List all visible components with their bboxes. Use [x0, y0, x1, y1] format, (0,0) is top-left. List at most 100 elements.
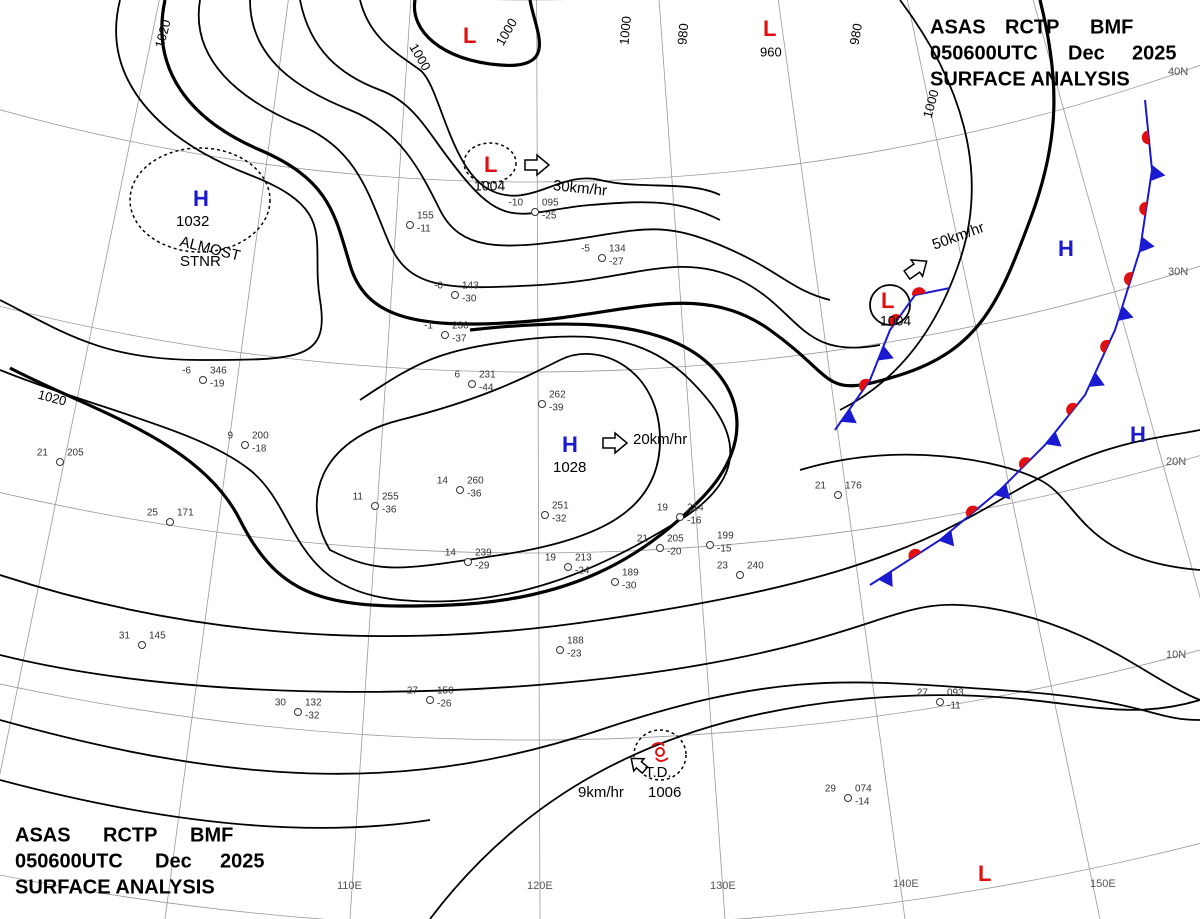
- station-marker: [541, 511, 549, 519]
- longitude-line: [1032, 0, 1200, 599]
- station-pressure: 189: [622, 568, 639, 579]
- warm-symbol: [1123, 272, 1134, 286]
- cold-symbol: [878, 570, 893, 588]
- station-dew: -44: [479, 383, 494, 394]
- station-dew: -15: [717, 544, 732, 555]
- station-temp: -5: [581, 244, 590, 255]
- warm-symbol: [858, 378, 870, 392]
- station-dew: -30: [622, 581, 637, 592]
- issuer: BMF: [190, 824, 233, 846]
- system-type: L: [763, 16, 776, 41]
- cold-symbol: [877, 345, 894, 361]
- station-dew: -19: [210, 379, 225, 390]
- station-pressure: 200: [252, 431, 269, 442]
- lon-label: 120E: [527, 880, 553, 892]
- isobar-label: 1020: [152, 18, 174, 50]
- system-pressure: 1004: [474, 178, 505, 194]
- isobar: [412, 0, 541, 67]
- motion-arrow: [903, 259, 928, 281]
- station-marker: [736, 571, 744, 579]
- station-dew: -39: [549, 403, 564, 414]
- system-type: L: [881, 288, 894, 313]
- station-marker: [936, 698, 944, 706]
- cold-symbol: [939, 530, 955, 547]
- agency: ASAS: [930, 16, 986, 38]
- cold-symbol: [1088, 372, 1105, 387]
- isobar: [799, 453, 1200, 571]
- station-marker: [556, 646, 564, 654]
- station-dew: -23: [567, 649, 582, 660]
- system-pressure: 1028: [553, 459, 586, 476]
- system-type: H: [193, 186, 209, 211]
- system-note: STNR: [180, 253, 221, 270]
- cold-symbol: [1117, 305, 1134, 322]
- time: 050600UTC: [930, 42, 1038, 64]
- station-pressure: 150: [437, 686, 454, 697]
- station-dew: -30: [462, 294, 477, 305]
- station-pressure: 074: [855, 784, 872, 795]
- system-motion: 20km/hr: [633, 431, 687, 448]
- station-pressure: 213: [575, 553, 592, 564]
- isobar-label: 1000: [406, 41, 433, 74]
- warm-symbol: [912, 287, 926, 296]
- system-type: L: [463, 23, 476, 48]
- isobar: [160, 0, 1056, 388]
- td-symbol: [651, 742, 669, 762]
- cold-symbol: [1139, 236, 1155, 253]
- isobar: [429, 694, 1200, 919]
- system-type: L: [484, 152, 497, 177]
- isobar: [359, 0, 721, 197]
- lon-label: 140E: [893, 878, 919, 890]
- station-marker: [611, 578, 619, 586]
- system-type: L: [978, 861, 991, 886]
- isobar: [0, 603, 1200, 701]
- motion-arrow: [630, 757, 649, 775]
- motion-arrows: [524, 153, 928, 775]
- station-dew: -24: [575, 566, 590, 577]
- cold-symbol: [994, 483, 1011, 500]
- isobar-label: 980: [674, 23, 691, 46]
- station-temp: -0: [434, 281, 443, 292]
- station-dew: -32: [305, 711, 320, 722]
- isobar: [0, 0, 323, 361]
- warm-symbol: [1066, 402, 1078, 416]
- station-marker: [844, 794, 852, 802]
- station-temp: 19: [657, 503, 669, 514]
- month: Dec: [155, 850, 192, 872]
- isobar-label: 1000: [616, 15, 633, 45]
- station-pressure: 240: [747, 561, 764, 572]
- motion-arrow: [602, 431, 629, 455]
- station-temp: -6: [182, 366, 191, 377]
- station-pressure: 143: [462, 281, 479, 292]
- station-pressure: 199: [717, 531, 734, 542]
- station-pressure: 346: [210, 366, 227, 377]
- lon-label: 110E: [337, 880, 362, 892]
- station-pressure: 231: [479, 370, 496, 381]
- isobar: [315, 353, 661, 569]
- system-type: H: [1058, 236, 1074, 261]
- header-bottom: ASAS RCTP BMF 050600UTC Dec 2025 SURFACE…: [15, 824, 265, 898]
- station-pressure: 145: [149, 631, 166, 642]
- longitude-line: [658, 0, 726, 919]
- isobar: [9, 322, 739, 608]
- station-dew: -36: [382, 505, 397, 516]
- station-temp: -10: [509, 198, 524, 209]
- station-marker: [531, 208, 539, 216]
- isobar-label: 1000: [493, 16, 520, 49]
- pressure-systems: H 1032 ALMOST STNR H 1028 20km/hr L 1004…: [176, 16, 1146, 886]
- station-marker: [464, 558, 472, 566]
- lat-label: 40N: [1168, 66, 1188, 78]
- isobar: [0, 681, 1200, 775]
- station-marker: [138, 641, 146, 649]
- station-pressure: 132: [305, 698, 322, 709]
- stationary-front: [869, 99, 1154, 586]
- isobar: [0, 779, 431, 829]
- station-pressure: 255: [382, 492, 399, 503]
- station-pressure: 093: [947, 688, 964, 699]
- station-temp: 14: [437, 476, 449, 487]
- fronts: [834, 99, 1166, 588]
- year: 2025: [1132, 42, 1177, 64]
- station-marker: [468, 380, 476, 388]
- geo-labels: 40N 30N 20N 10N 110E 120E 130E 140E 150E: [337, 66, 1188, 892]
